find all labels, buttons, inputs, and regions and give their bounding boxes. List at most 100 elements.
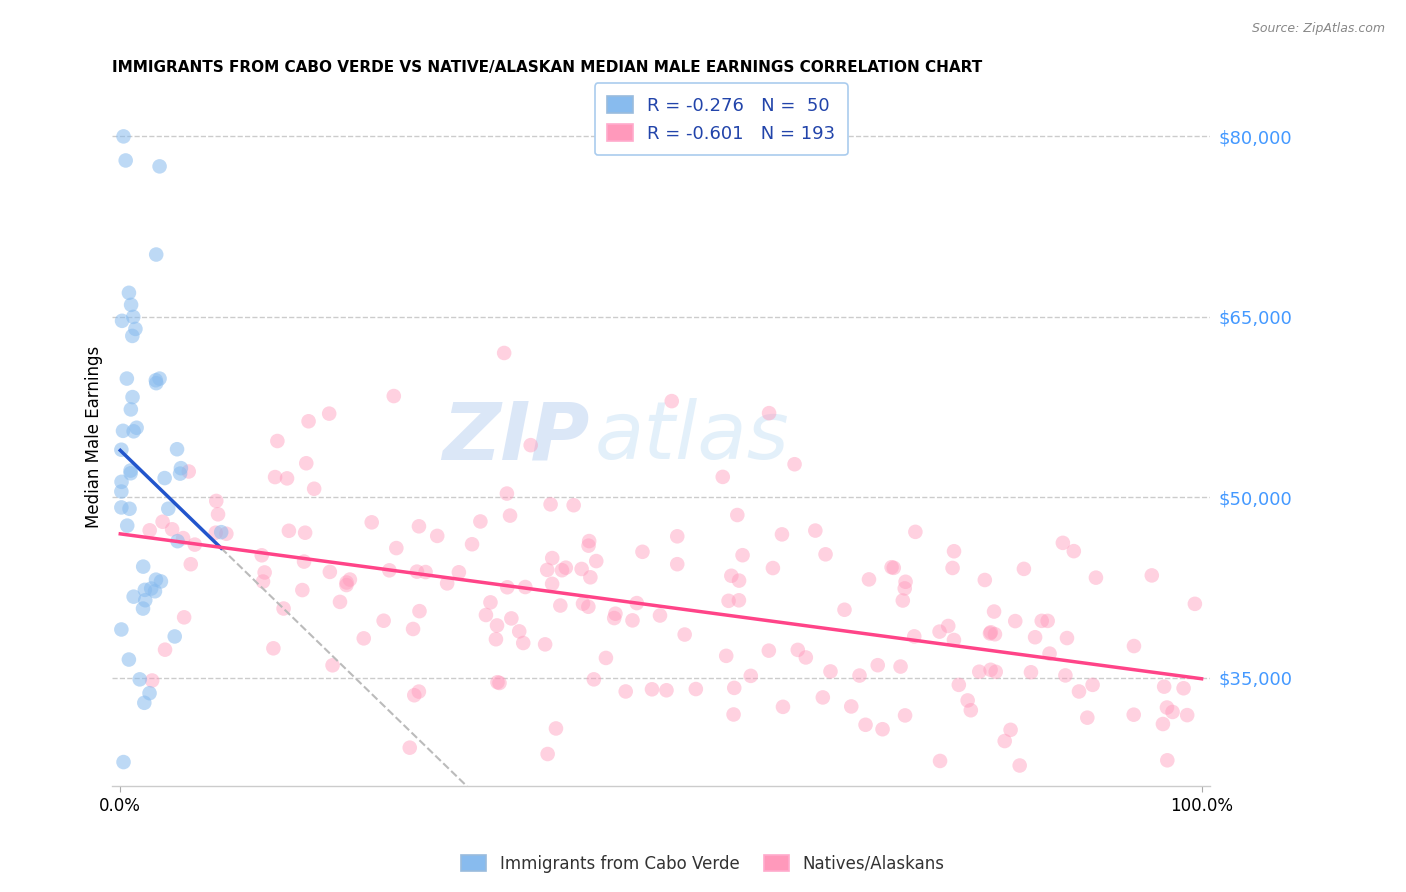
Point xyxy=(148,160,170,174)
Point xyxy=(122,310,145,324)
Point xyxy=(120,298,142,312)
Point xyxy=(562,498,585,512)
Point xyxy=(110,623,132,637)
Point xyxy=(728,574,751,588)
Point xyxy=(942,561,965,575)
Point xyxy=(169,467,191,481)
Point xyxy=(685,681,707,696)
Point xyxy=(1122,707,1144,722)
Point xyxy=(297,414,319,428)
Point xyxy=(904,524,927,539)
Point xyxy=(956,693,979,707)
Point xyxy=(967,665,990,679)
Point xyxy=(1000,723,1022,737)
Point xyxy=(894,708,917,723)
Point xyxy=(758,643,780,657)
Point xyxy=(1067,684,1090,698)
Point xyxy=(1152,717,1174,731)
Point xyxy=(121,329,143,343)
Point xyxy=(134,593,156,607)
Point xyxy=(1052,536,1074,550)
Point xyxy=(120,467,142,481)
Point xyxy=(141,582,163,596)
Point xyxy=(723,681,745,695)
Point xyxy=(576,599,599,614)
Point xyxy=(717,594,740,608)
Point xyxy=(252,574,274,589)
Point xyxy=(614,684,637,698)
Y-axis label: Median Male Earnings: Median Male Earnings xyxy=(86,346,103,528)
Point xyxy=(534,637,557,651)
Point xyxy=(486,675,509,690)
Point xyxy=(120,464,142,478)
Point xyxy=(112,129,135,144)
Point xyxy=(866,658,889,673)
Point xyxy=(579,570,602,584)
Point xyxy=(329,595,352,609)
Point xyxy=(893,582,915,596)
Point xyxy=(550,599,572,613)
Point xyxy=(470,515,492,529)
Point xyxy=(122,590,145,604)
Point xyxy=(373,614,395,628)
Point xyxy=(111,424,134,438)
Point xyxy=(758,406,780,420)
Point xyxy=(134,696,156,710)
Point xyxy=(115,371,138,385)
Point xyxy=(1156,753,1178,767)
Point xyxy=(929,754,952,768)
Point xyxy=(266,434,288,448)
Point xyxy=(903,629,925,643)
Point xyxy=(112,755,135,769)
Point xyxy=(426,529,449,543)
Point xyxy=(264,470,287,484)
Point xyxy=(496,580,519,594)
Point xyxy=(160,522,183,536)
Point xyxy=(1012,562,1035,576)
Point xyxy=(631,545,654,559)
Point xyxy=(180,558,202,572)
Point xyxy=(571,562,593,576)
Point xyxy=(124,322,146,336)
Point xyxy=(170,461,193,475)
Point xyxy=(125,421,148,435)
Point xyxy=(166,534,188,549)
Point xyxy=(973,573,995,587)
Point xyxy=(172,531,194,545)
Point xyxy=(485,632,508,647)
Point xyxy=(1024,630,1046,644)
Point xyxy=(295,456,318,470)
Point xyxy=(1161,705,1184,719)
Point xyxy=(177,465,200,479)
Point xyxy=(115,518,138,533)
Point xyxy=(666,529,689,543)
Point xyxy=(307,791,329,805)
Point xyxy=(436,576,458,591)
Point xyxy=(1036,614,1059,628)
Point xyxy=(499,508,522,523)
Point xyxy=(648,608,671,623)
Point xyxy=(1140,568,1163,582)
Point xyxy=(1081,678,1104,692)
Point xyxy=(544,722,567,736)
Point xyxy=(378,563,401,577)
Point xyxy=(848,668,870,682)
Text: Source: ZipAtlas.com: Source: ZipAtlas.com xyxy=(1251,22,1385,36)
Point xyxy=(302,482,325,496)
Point xyxy=(641,682,664,697)
Point xyxy=(209,525,232,540)
Point xyxy=(554,560,576,574)
Point xyxy=(541,577,564,591)
Point xyxy=(398,740,420,755)
Point xyxy=(783,457,806,471)
Point xyxy=(121,390,143,404)
Point xyxy=(408,604,430,618)
Point xyxy=(1123,639,1146,653)
Point xyxy=(1056,631,1078,645)
Point xyxy=(204,525,226,540)
Point xyxy=(250,549,273,563)
Point xyxy=(959,703,981,717)
Point xyxy=(578,539,600,553)
Point xyxy=(883,561,905,575)
Point xyxy=(153,642,176,657)
